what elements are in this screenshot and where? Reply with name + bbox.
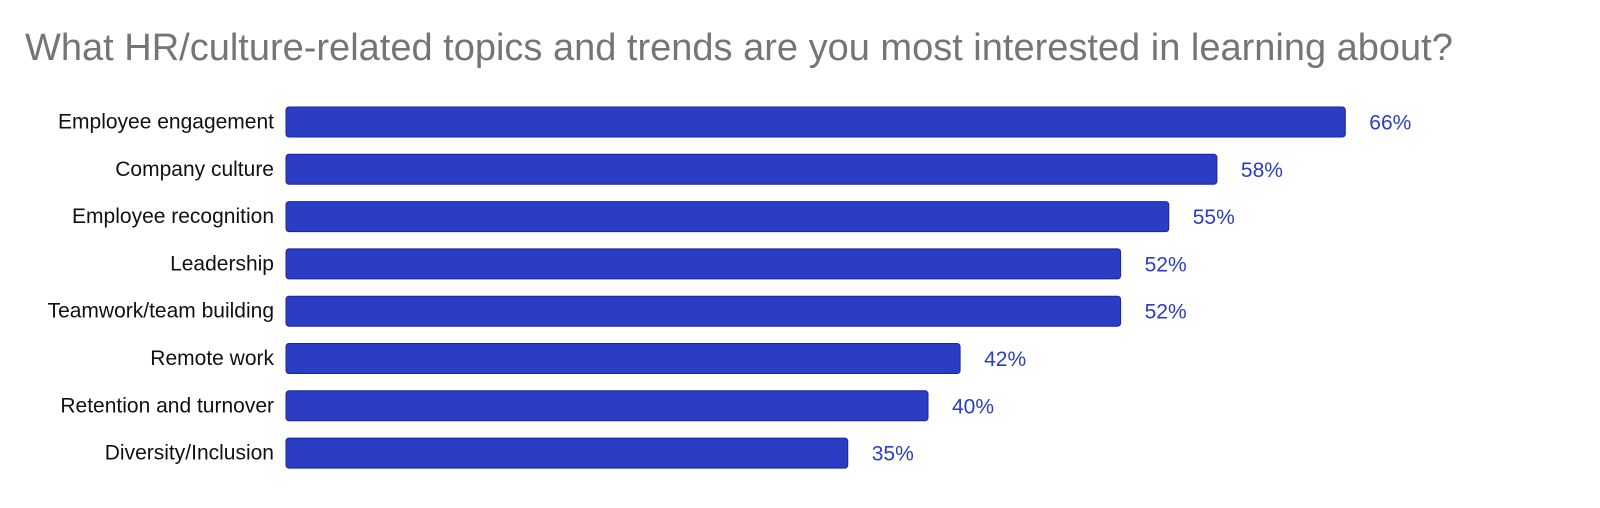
bar-row: Teamwork/team building 52% — [48, 295, 1187, 327]
category-label: Leadership — [170, 252, 274, 275]
value-label: 35% — [872, 443, 914, 466]
chart-title: What HR/culture-related topics and trend… — [25, 27, 1453, 69]
bar — [285, 390, 929, 422]
value-label: 66% — [1369, 112, 1411, 135]
category-label: Company culture — [115, 158, 274, 181]
value-label: 40% — [952, 395, 994, 418]
value-label: 42% — [984, 348, 1026, 371]
category-label: Remote work — [150, 347, 274, 370]
category-label: Retention and turnover — [60, 394, 274, 417]
bar — [285, 153, 1218, 185]
category-label: Diversity/Inclusion — [105, 442, 274, 465]
bar-row: Leadership 52% — [170, 248, 1187, 280]
value-label: 55% — [1193, 206, 1235, 229]
value-label: 58% — [1241, 159, 1283, 182]
category-label: Teamwork/team building — [48, 300, 274, 323]
value-label: 52% — [1145, 301, 1187, 324]
bar — [285, 295, 1122, 327]
bar-row: Company culture 58% — [115, 153, 1283, 185]
bar-row: Employee recognition 55% — [72, 201, 1235, 233]
category-label: Employee recognition — [72, 205, 274, 228]
bar — [285, 437, 849, 469]
bar-row: Employee engagement 66% — [58, 106, 1411, 138]
bar-row: Diversity/Inclusion 35% — [105, 437, 914, 469]
bar — [285, 248, 1122, 280]
bar-row: Remote work 42% — [150, 343, 1026, 374]
category-label: Employee engagement — [58, 111, 274, 134]
bar — [285, 106, 1346, 138]
value-label: 52% — [1145, 253, 1187, 276]
bar-row: Retention and turnover 40% — [60, 390, 994, 422]
bar — [285, 343, 961, 374]
bar — [285, 201, 1170, 233]
